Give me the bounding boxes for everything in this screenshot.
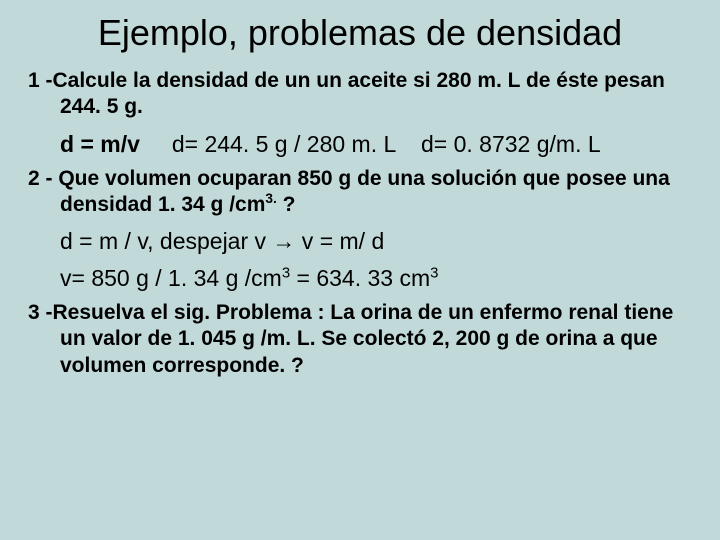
formula-1: d = m/v (60, 131, 140, 157)
problem-1-prompt: 1 -Calcule la densidad de un un aceite s… (28, 68, 692, 121)
problem-1-text: 1 -Calcule la densidad de un un aceite s… (28, 69, 665, 118)
problem-3-prompt: 3 -Resuelva el sig. Problema : La orina … (28, 300, 692, 379)
sol2-line2: v= 850 g / 1. 34 g /cm3 = 634. 33 cm3 (60, 265, 438, 291)
problem-2-solution-line2: v= 850 g / 1. 34 g /cm3 = 634. 33 cm3 (60, 263, 692, 294)
sol2-line1: d = m / v, despejar v → v = m/ d (60, 228, 384, 254)
problem-2-text: 2 - Que volumen ocuparan 850 g de una so… (28, 167, 670, 216)
problem-2-solution-line1: d = m / v, despejar v → v = m/ d (60, 226, 692, 257)
problem-3-text: 3 -Resuelva el sig. Problema : La orina … (28, 301, 673, 377)
problem-1-solution: d = m/v d= 244. 5 g / 280 m. L d= 0. 873… (60, 129, 692, 160)
result-1: d= 0. 8732 g/m. L (421, 131, 601, 157)
calc-1: d= 244. 5 g / 280 m. L (172, 131, 396, 157)
slide-title: Ejemplo, problemas de densidad (28, 12, 692, 54)
problem-2-prompt: 2 - Que volumen ocuparan 850 g de una so… (28, 166, 692, 219)
